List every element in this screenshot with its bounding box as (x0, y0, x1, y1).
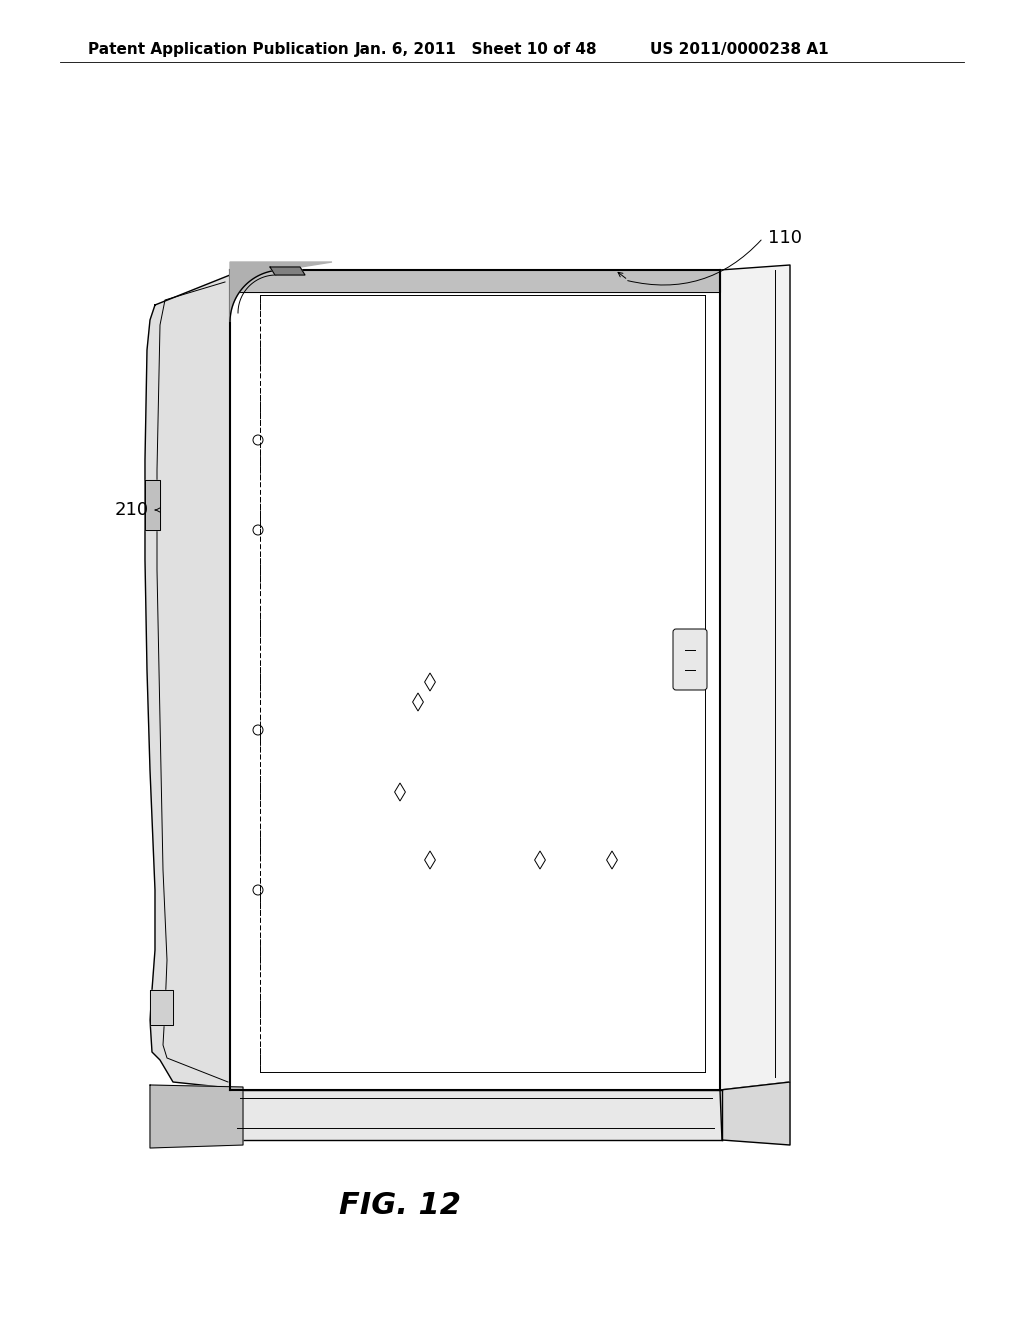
Polygon shape (230, 271, 720, 1090)
Polygon shape (225, 1090, 722, 1140)
Polygon shape (145, 275, 230, 1088)
Polygon shape (720, 265, 790, 1090)
Polygon shape (150, 1085, 243, 1148)
Text: Patent Application Publication: Patent Application Publication (88, 42, 349, 57)
Polygon shape (150, 990, 173, 1026)
Polygon shape (230, 261, 332, 322)
Polygon shape (270, 267, 305, 275)
Polygon shape (230, 271, 720, 292)
Text: FIG. 12: FIG. 12 (339, 1191, 461, 1220)
Text: 210: 210 (115, 502, 150, 519)
Text: US 2011/0000238 A1: US 2011/0000238 A1 (650, 42, 828, 57)
Polygon shape (720, 1082, 790, 1144)
Text: 110: 110 (768, 228, 802, 247)
FancyBboxPatch shape (673, 630, 707, 690)
Text: Jan. 6, 2011   Sheet 10 of 48: Jan. 6, 2011 Sheet 10 of 48 (355, 42, 598, 57)
Polygon shape (145, 480, 160, 531)
